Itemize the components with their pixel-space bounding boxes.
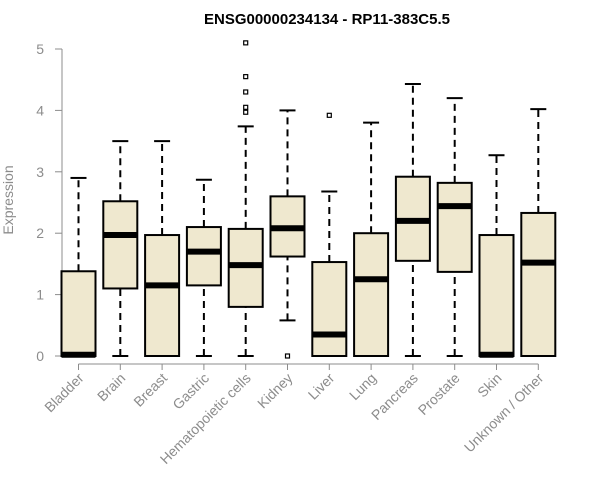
y-tick-label: 0: [36, 348, 44, 364]
x-tick-label: Breast: [130, 370, 170, 410]
y-axis: 0 1 2 3 4 5: [36, 41, 63, 364]
y-axis-title: Expression: [0, 165, 16, 234]
iqr-box: [353, 232, 390, 357]
y-tick-label: 4: [36, 102, 44, 118]
x-tick-label: Liver: [305, 370, 338, 403]
iqr-box: [311, 261, 348, 358]
boxes-group: [60, 40, 557, 359]
iqr-box: [60, 270, 97, 358]
outlier-point: [243, 104, 249, 110]
x-tick-label: Unknown / Other: [461, 370, 547, 456]
chart-title: ENSG00000234134 - RP11-383C5.5: [204, 11, 450, 28]
iqr-box: [478, 234, 515, 358]
iqr-box: [102, 200, 139, 290]
y-tick-label: 5: [36, 41, 44, 57]
outlier-point: [243, 89, 249, 95]
outlier-point: [243, 40, 249, 46]
outlier-point: [326, 112, 332, 118]
x-tick-label: Brain: [94, 370, 128, 404]
y-tick-label: 2: [36, 225, 44, 241]
x-tick-label: Kidney: [254, 370, 296, 412]
y-tick-label: 3: [36, 164, 44, 180]
outlier-point: [284, 353, 291, 359]
iqr-box: [436, 181, 473, 273]
x-tick-label: Bladder: [41, 370, 87, 416]
x-tick-label: Lung: [346, 370, 379, 403]
iqr-box: [520, 211, 557, 357]
x-tick-label: Skin: [474, 370, 505, 401]
y-tick-label: 1: [36, 287, 44, 303]
outlier-point: [243, 74, 249, 80]
outlier-point: [243, 109, 249, 115]
iqr-box: [185, 226, 222, 287]
x-tick-label: Prostate: [415, 370, 463, 418]
iqr-box: [144, 234, 181, 358]
